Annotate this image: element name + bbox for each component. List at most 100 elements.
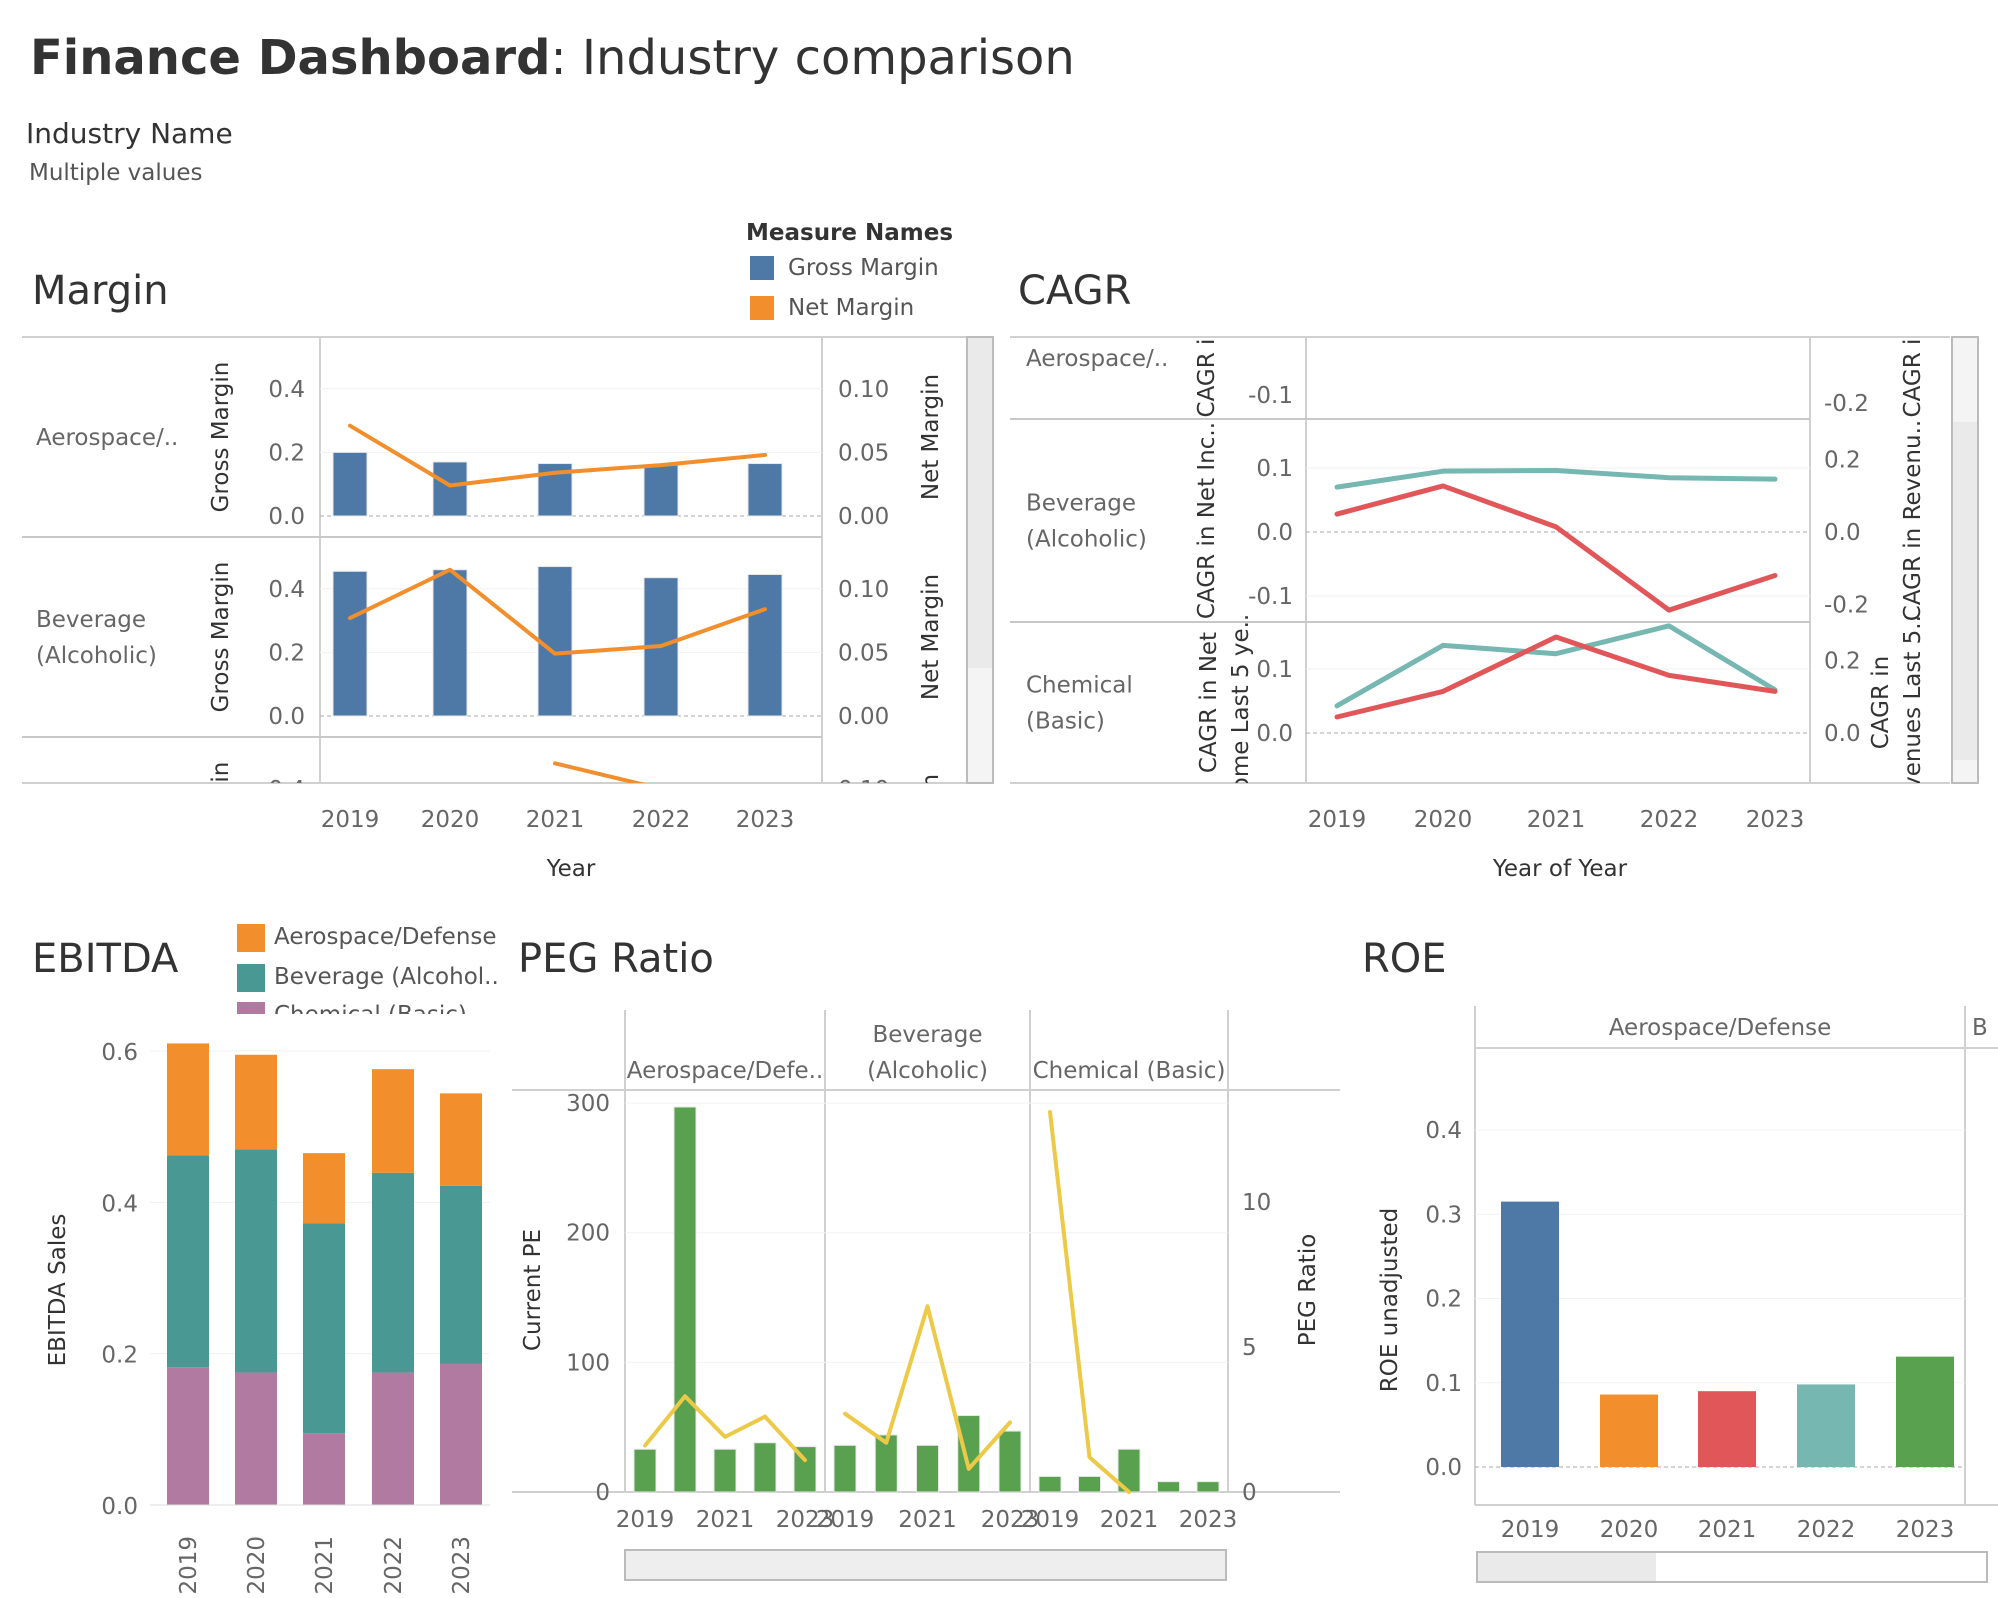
cagr-x-tick: 2020 — [1414, 807, 1473, 833]
margin-scrollbar-thumb[interactable] — [968, 338, 992, 668]
cagr-revenues-line — [1334, 623, 1778, 709]
peg-right-tick: 5 — [1242, 1335, 1257, 1361]
cagr-right-axis-label: CAGR i — [1900, 339, 1926, 418]
cagr-left-tick: 0.0 — [1256, 520, 1293, 546]
peg-current-pe-bar — [1078, 1475, 1101, 1493]
gross-margin-bar — [432, 569, 468, 717]
peg-current-pe-bar — [633, 1448, 657, 1493]
net-margin-line — [348, 567, 767, 656]
peg-x-tick: 2023 — [1179, 1507, 1238, 1533]
chemical-swatch — [237, 1002, 265, 1014]
ebitda-bar-segment — [303, 1433, 345, 1505]
peg-x-tick: 2021 — [1100, 1507, 1159, 1533]
ebitda-bar-segment — [167, 1367, 209, 1505]
gross-margin-bar — [432, 461, 468, 517]
margin-left-tick: 0.0 — [268, 504, 305, 530]
cagr-x-tick: 2019 — [1308, 807, 1367, 833]
peg-x-tick: 2023 — [981, 1507, 1040, 1533]
cagr-left-axis-label: ome Last 5 ye.. — [1228, 614, 1254, 792]
peg-ratio-line — [643, 1394, 807, 1463]
peg-left-tick: 100 — [566, 1350, 610, 1376]
peg-current-pe-bar — [874, 1434, 898, 1493]
ebitda-y-label: EBITDA Sales — [45, 1214, 71, 1367]
ebitda-x-tick: 2019 — [176, 1536, 202, 1595]
peg-current-pe-bar — [673, 1106, 697, 1493]
cagr-net-income-line — [1334, 634, 1778, 720]
peg-current-pe-bar — [1196, 1481, 1220, 1493]
peg-x-tick: 2019 — [616, 1507, 675, 1533]
margin-gross-axis-label: Gross Margin — [208, 562, 234, 713]
roe-y-tick: 0.4 — [1425, 1118, 1462, 1144]
ebitda-x-tick: 2023 — [449, 1536, 475, 1595]
peg-current-pe-bar — [753, 1442, 777, 1493]
cagr-left-tick: 0.1 — [1256, 456, 1293, 482]
clip-group-marginclip: Aerospace/.. 0.4 0.2 0.0 0.10 0.05 0.00 Gross M… — [36, 362, 944, 930]
clip-group-cagrclip: Aerospace/.. -0.1 -0.2 CAGR i CAGR i Beverage… — [1026, 339, 1926, 792]
gross-margin-bar — [643, 464, 679, 517]
roe-y-tick: 0.1 — [1425, 1371, 1462, 1397]
page-title-rest: : Industry comparison — [550, 30, 1075, 86]
ebitda-bar-segment — [235, 1372, 277, 1505]
industry-filter-value[interactable]: Multiple values — [29, 160, 203, 186]
peg-ratio-line — [1048, 1110, 1131, 1494]
margin-left-tick: 0.4 — [268, 577, 305, 603]
ebitda-bar-segment — [167, 1155, 209, 1368]
margin-right-tick: 0.00 — [838, 504, 889, 530]
cagr-right-axis-label: CAGR in Revenu.. — [1900, 420, 1926, 621]
peg-current-pe-bar — [1038, 1475, 1062, 1493]
ebitda-bar-segment — [372, 1372, 414, 1505]
margin-left-tick: 0.0 — [268, 904, 305, 930]
legend-gross-margin[interactable]: Gross Margin — [788, 255, 939, 281]
gross-margin-bar — [537, 566, 573, 717]
roe-x-tick: 2022 — [1797, 1517, 1856, 1543]
cagr-left-axis-label: CAGR i — [1194, 339, 1220, 418]
roe-y-tick: 0.2 — [1425, 1287, 1462, 1313]
margin-right-tick: 0.00 — [838, 704, 889, 730]
margin-x-tick: 2023 — [736, 807, 795, 833]
margin-row-label: Aerospace/.. — [36, 425, 178, 451]
peg-title: PEG Ratio — [518, 936, 714, 982]
peg-x-tick: 2021 — [696, 1507, 755, 1533]
ebitda-bar-segment — [440, 1093, 482, 1186]
gross-margin-bar — [747, 463, 783, 517]
peg-left-tick: 200 — [566, 1221, 610, 1247]
legend-aerospace[interactable]: Aerospace/Defense — [274, 924, 497, 950]
legend-beverage[interactable]: Beverage (Alcohol.. — [274, 964, 499, 990]
margin-row-label: Beverage — [36, 607, 146, 633]
ebitda-bar-segment — [167, 1043, 209, 1156]
margin-x-tick: 2020 — [421, 807, 480, 833]
margin-x-tick: 2022 — [632, 807, 691, 833]
peg-current-pe-bar — [957, 1415, 981, 1493]
ebitda-x-tick: 2022 — [381, 1536, 407, 1595]
roe-y-tick: 0.0 — [1425, 1455, 1462, 1481]
peg-current-pe-bar — [1157, 1481, 1180, 1493]
roe-y-tick: 0.3 — [1425, 1202, 1462, 1228]
peg-panel-label: Aerospace/Defe.. — [627, 1058, 823, 1084]
peg-horizontal-scrollbar[interactable] — [624, 1549, 1227, 1581]
roe-x-tick: 2023 — [1896, 1517, 1955, 1543]
cagr-left-axis-label: CAGR in Net — [1196, 632, 1222, 773]
net-margin-line — [553, 761, 646, 783]
peg-right-tick: 0 — [1242, 1480, 1257, 1506]
peg-current-pe-label: Current PE — [520, 1229, 546, 1351]
cagr-right-tick: -0.2 — [1824, 592, 1869, 618]
cagr-left-tick: -0.1 — [1248, 584, 1293, 610]
net-margin-line — [348, 423, 767, 488]
cagr-left-tick: 0.0 — [1256, 721, 1293, 747]
cagr-right-tick: 0.2 — [1824, 649, 1861, 675]
ebitda-bar-segment — [235, 1149, 277, 1373]
legend-net-margin[interactable]: Net Margin — [788, 295, 915, 321]
legend-chemical[interactable]: Chemical (Basic) — [274, 1002, 467, 1014]
margin-left-tick: 0.2 — [268, 840, 305, 866]
roe-x-tick: 2021 — [1698, 1517, 1757, 1543]
roe-title: ROE — [1362, 936, 1447, 982]
page-title-bold: Finance Dashboard — [30, 30, 551, 86]
roe-scrollbar-thumb[interactable] — [1478, 1553, 1656, 1581]
cagr-scrollbar-thumb[interactable] — [1953, 422, 1977, 760]
peg-current-pe-bar — [998, 1430, 1022, 1493]
cagr-left-axis-label: CAGR in Net Inc.. — [1194, 422, 1220, 619]
cagr-row-label: (Basic) — [1026, 709, 1105, 735]
margin-legend-title: Measure Names — [746, 220, 954, 246]
roe-bar — [1600, 1394, 1658, 1467]
